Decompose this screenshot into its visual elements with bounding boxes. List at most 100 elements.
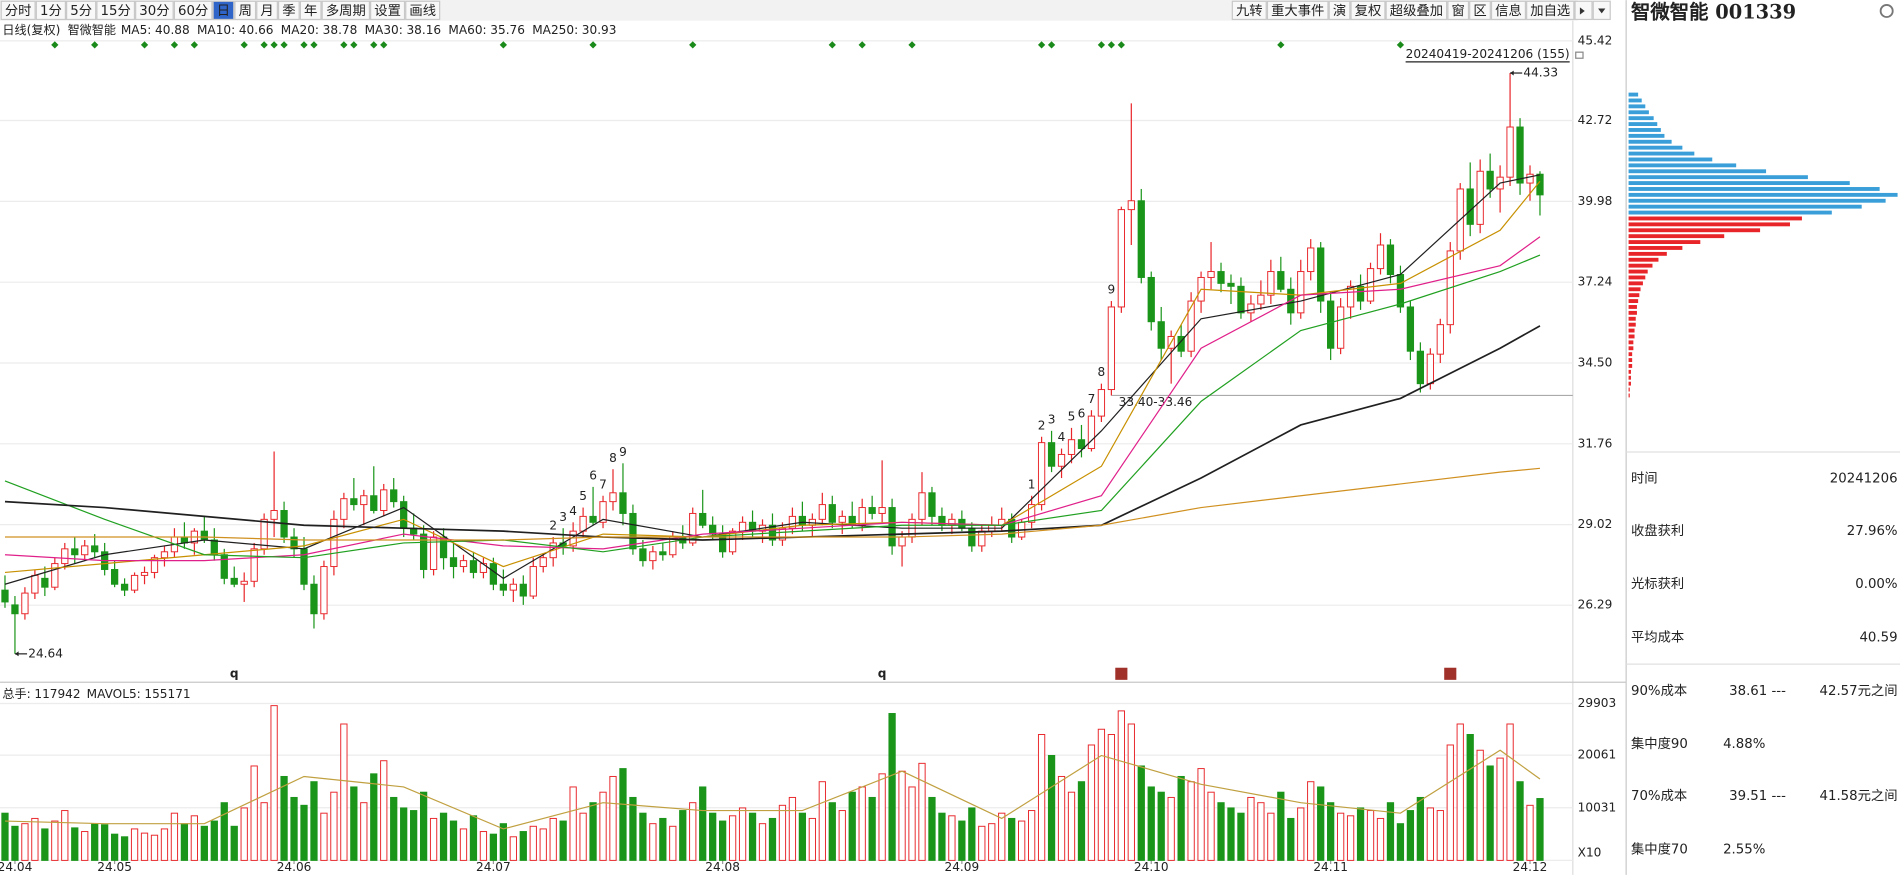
chip-bar bbox=[1628, 293, 1640, 298]
candle-body bbox=[449, 557, 458, 568]
toolbar-button[interactable] bbox=[234, 0, 257, 21]
toolbar-label[interactable]: 多周期 bbox=[326, 2, 366, 19]
candle-body bbox=[1277, 271, 1285, 290]
volume-bar bbox=[1526, 804, 1534, 861]
volume-bar bbox=[768, 817, 777, 861]
volume-bar bbox=[1127, 723, 1135, 861]
toolbar-label[interactable]: 复权 bbox=[1355, 2, 1382, 19]
toolbar-button[interactable] bbox=[405, 0, 441, 21]
toolbar-label[interactable]: 60分 bbox=[178, 3, 208, 19]
toolbar-button[interactable] bbox=[96, 0, 136, 21]
toolbar-label[interactable]: 分时 bbox=[5, 3, 32, 19]
candle-body bbox=[230, 577, 238, 585]
candle-body bbox=[1087, 415, 1096, 450]
toolbar-button[interactable] bbox=[1385, 0, 1448, 21]
toolbar-label[interactable]: 信息 bbox=[1495, 2, 1522, 19]
chip-bar bbox=[1628, 275, 1646, 280]
volume-tick-label: 10031 bbox=[1578, 800, 1617, 814]
toolbar-label[interactable]: 季 bbox=[282, 3, 295, 19]
toolbar-button[interactable] bbox=[135, 0, 174, 21]
volume-bar bbox=[938, 812, 946, 861]
volume-bar bbox=[160, 828, 169, 861]
volume-bar bbox=[280, 775, 288, 861]
toolbar-label[interactable]: 九转 bbox=[1236, 3, 1263, 19]
toolbar-button[interactable] bbox=[0, 0, 36, 21]
toolbar-button[interactable] bbox=[1350, 0, 1386, 21]
volume-bar bbox=[210, 820, 218, 861]
volume-bar bbox=[370, 773, 378, 861]
volume-bar bbox=[1346, 815, 1355, 861]
candle-body bbox=[818, 504, 826, 520]
toolbar-button[interactable] bbox=[1328, 0, 1351, 21]
toolbar-label[interactable]: 窗 bbox=[1452, 2, 1465, 19]
candle-body bbox=[1386, 244, 1395, 275]
toolbar-label[interactable]: 重大事件 bbox=[1271, 3, 1324, 19]
toolbar-label[interactable]: 30分 bbox=[139, 3, 169, 19]
volume-bar bbox=[1267, 812, 1275, 861]
td-label: 1 bbox=[1028, 477, 1036, 491]
toolbar-label[interactable]: 演 bbox=[1333, 3, 1346, 19]
volume-bar bbox=[150, 834, 159, 861]
volume-bar bbox=[659, 817, 667, 861]
toolbar-label[interactable]: 画线 bbox=[409, 3, 436, 19]
toolbar-label[interactable]: 区 bbox=[1473, 4, 1486, 19]
volume-bar bbox=[1366, 810, 1375, 861]
volume-legend-name: 总手: bbox=[2, 687, 30, 701]
volume-bar bbox=[878, 773, 886, 861]
chip-bar bbox=[1628, 187, 1880, 191]
stock-title: 智微智能 001339 bbox=[1631, 0, 1796, 23]
signal-marker bbox=[280, 41, 288, 49]
volume-bar bbox=[400, 807, 408, 861]
toolbar-button[interactable] bbox=[1469, 0, 1491, 21]
toolbar-label[interactable]: 设置 bbox=[374, 3, 401, 19]
toolbar-label[interactable]: 日 bbox=[217, 4, 230, 19]
toolbar-button[interactable] bbox=[35, 0, 67, 21]
toolbar-button[interactable] bbox=[1231, 0, 1267, 21]
candle-body bbox=[1267, 271, 1275, 296]
toolbar-button[interactable] bbox=[299, 0, 322, 21]
toolbar-button[interactable] bbox=[277, 0, 300, 21]
candle-body bbox=[1127, 200, 1135, 211]
x-tick-label: 24.06 bbox=[277, 860, 312, 874]
volume-bar bbox=[709, 812, 717, 861]
candle-body bbox=[330, 518, 338, 568]
toolbar-label[interactable]: 15分 bbox=[101, 3, 131, 19]
settings-icon[interactable] bbox=[1879, 4, 1894, 18]
x-tick-label: 24.04 bbox=[0, 860, 33, 874]
toolbar-button[interactable] bbox=[1490, 0, 1527, 21]
toolbar-label[interactable]: 加自选 bbox=[1530, 3, 1570, 19]
toolbar-button[interactable] bbox=[370, 0, 406, 21]
volume-bar bbox=[1237, 812, 1245, 861]
toolbar-label[interactable]: 年 bbox=[304, 3, 317, 19]
toolbar-label[interactable]: 5分 bbox=[70, 3, 92, 19]
legend-value: 40.88 bbox=[155, 23, 190, 37]
legend-name: MA30: bbox=[365, 23, 403, 37]
signal-marker bbox=[858, 41, 866, 49]
toolbar-button[interactable] bbox=[1526, 0, 1575, 21]
chip-bar bbox=[1628, 151, 1695, 156]
toolbar-button[interactable] bbox=[173, 0, 213, 21]
toolbar-label[interactable]: 周 bbox=[239, 4, 252, 19]
toolbar-label[interactable]: 月 bbox=[260, 4, 273, 19]
toolbar-button[interactable] bbox=[321, 0, 371, 21]
volume-bar bbox=[1047, 754, 1056, 861]
toolbar-button[interactable] bbox=[66, 0, 97, 21]
toolbar-button[interactable] bbox=[1447, 0, 1470, 21]
td-label: 3 bbox=[1048, 412, 1056, 426]
toolbar-label[interactable]: 超级叠加 bbox=[1390, 3, 1443, 19]
candle-body bbox=[1516, 126, 1524, 184]
candle-body bbox=[1217, 271, 1225, 284]
chip-bar bbox=[1628, 346, 1634, 351]
volume-bar bbox=[1386, 802, 1395, 861]
toolbar-button[interactable] bbox=[212, 0, 235, 21]
candle-body bbox=[928, 492, 936, 517]
toolbar-label[interactable]: 1分 bbox=[40, 3, 62, 19]
chip-bar bbox=[1628, 251, 1667, 256]
toolbar-button[interactable] bbox=[256, 0, 278, 21]
toolbar-button[interactable] bbox=[1266, 0, 1329, 21]
signal-marker bbox=[1107, 41, 1116, 49]
candle-body bbox=[1237, 285, 1245, 314]
volume-bar bbox=[679, 810, 687, 861]
volume-bar bbox=[260, 802, 268, 861]
